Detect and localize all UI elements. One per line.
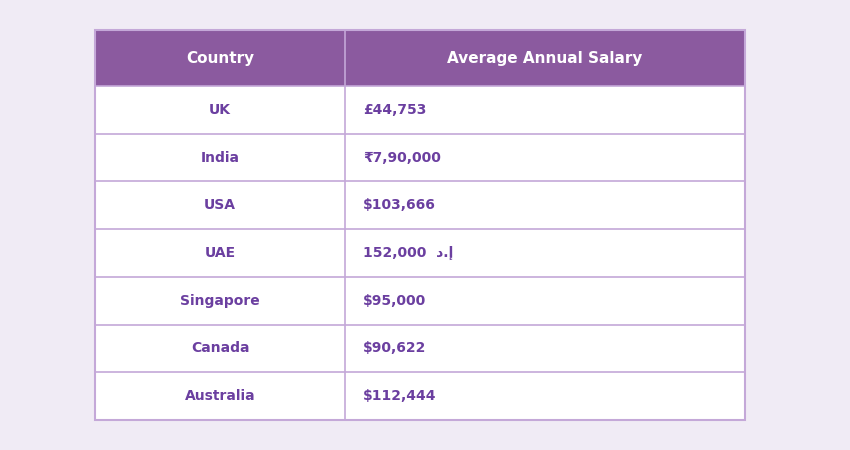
FancyBboxPatch shape [95, 30, 745, 86]
Text: UK: UK [209, 103, 231, 117]
Text: $95,000: $95,000 [363, 294, 427, 308]
FancyBboxPatch shape [95, 134, 745, 181]
Text: Average Annual Salary: Average Annual Salary [447, 50, 643, 66]
FancyBboxPatch shape [95, 277, 745, 324]
Text: £44,753: £44,753 [363, 103, 427, 117]
Text: Singapore: Singapore [180, 294, 260, 308]
FancyBboxPatch shape [95, 181, 745, 229]
Text: 152,000  د.إ: 152,000 د.إ [363, 246, 454, 260]
Text: Country: Country [186, 50, 254, 66]
Text: Australia: Australia [184, 389, 256, 403]
Text: $103,666: $103,666 [363, 198, 436, 212]
Text: ₹7,90,000: ₹7,90,000 [363, 151, 441, 165]
Text: India: India [201, 151, 240, 165]
Text: $90,622: $90,622 [363, 342, 427, 356]
FancyBboxPatch shape [95, 229, 745, 277]
Text: UAE: UAE [205, 246, 235, 260]
Text: $112,444: $112,444 [363, 389, 437, 403]
FancyBboxPatch shape [95, 324, 745, 372]
FancyBboxPatch shape [95, 372, 745, 420]
Text: Canada: Canada [191, 342, 249, 356]
Text: USA: USA [204, 198, 236, 212]
FancyBboxPatch shape [95, 86, 745, 134]
